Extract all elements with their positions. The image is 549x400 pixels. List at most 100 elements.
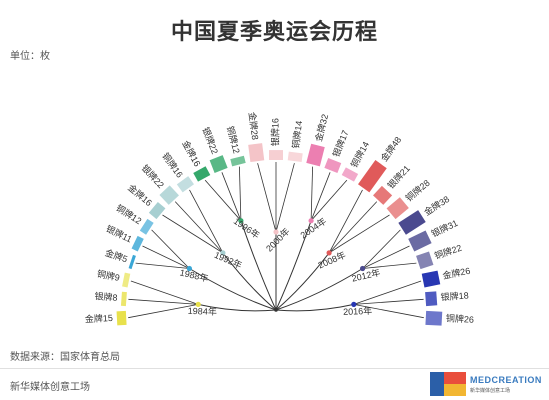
bar-1992-gold — [148, 202, 166, 220]
bar-2016-gold — [421, 270, 441, 288]
label-2012-bronze: 铜牌22 — [433, 242, 463, 261]
label-1992-silver: 银牌22 — [140, 162, 167, 190]
label-1992-gold: 金牌16 — [126, 182, 155, 208]
medal-bars — [116, 143, 443, 326]
label-2004-silver: 银牌17 — [330, 128, 350, 158]
logo-text: MEDCREATION — [470, 375, 542, 385]
leaf-branch-2004-0 — [310, 166, 313, 221]
leaf-branch-2016-1 — [353, 298, 424, 305]
node-1992 — [220, 250, 226, 256]
label-1988-silver: 银牌11 — [104, 223, 133, 245]
leaf-branch-2016-2 — [353, 304, 424, 319]
bar-2004-gold — [306, 143, 325, 167]
leaf-branch-2004-2 — [310, 179, 348, 221]
leaf-branch-2012-0 — [362, 229, 401, 269]
page-title: 中国夏季奥运会历程 — [170, 19, 378, 44]
node-2004 — [308, 218, 314, 224]
node-2016 — [351, 301, 357, 307]
label-2008-gold: 金牌48 — [378, 134, 403, 163]
label-1984-bronze: 铜牌9 — [96, 268, 121, 283]
branch-2004 — [275, 220, 312, 311]
label-1984-silver: 银牌8 — [94, 290, 118, 303]
bar-2004-bronze — [341, 167, 359, 182]
year-label-2012: 2012年 — [350, 267, 381, 284]
leaf-branch-1992-2 — [189, 189, 224, 254]
bar-2008-bronze — [386, 197, 409, 220]
leaf-branch-1992-0 — [162, 214, 224, 254]
bar-2012-bronze — [416, 251, 434, 270]
leaf-branch-1988-0 — [135, 262, 190, 269]
branch-2008 — [275, 252, 330, 311]
bar-1996-gold — [193, 166, 211, 182]
year-label-2016: 2016年 — [343, 305, 372, 317]
leaf-branch-1996-2 — [239, 166, 242, 221]
bar-1984-bronze — [122, 272, 131, 288]
bar-2000-silver — [269, 150, 283, 160]
leaf-branch-2016-0 — [353, 280, 422, 305]
bar-1984-gold — [116, 310, 127, 326]
node-2008 — [326, 250, 332, 256]
bar-1992-silver — [159, 185, 179, 205]
xinhua-logo: MEDCREATION 新华媒体创意工场 — [430, 372, 548, 398]
leaf-branch-1996-0 — [204, 179, 242, 221]
bar-1996-silver — [209, 155, 228, 173]
label-2016-silver: 银牌18 — [440, 289, 469, 302]
year-label-2008: 2008年 — [316, 249, 347, 271]
branch-1984 — [198, 303, 277, 312]
leaf-branch-2004-1 — [310, 172, 331, 221]
label-2008-silver: 银牌21 — [385, 163, 412, 191]
label-2000-gold: 金牌28 — [247, 111, 261, 140]
bar-2016-bronze — [425, 310, 443, 326]
node-1988 — [186, 265, 192, 272]
bar-1992-bronze — [176, 176, 194, 193]
year-label-1988: 1988年 — [179, 267, 210, 284]
leaf-branch-2012-1 — [362, 245, 410, 269]
label-1984-gold: 金牌15 — [85, 312, 114, 324]
label-2000-silver: 银牌16 — [269, 118, 280, 146]
bar-2008-gold — [358, 160, 387, 193]
bar-2004-silver — [324, 158, 342, 173]
label-2016-bronze: 铜牌26 — [446, 312, 475, 324]
label-1996-silver: 银牌22 — [200, 125, 220, 155]
bar-1988-bronze — [139, 218, 154, 235]
node-2012 — [360, 265, 366, 272]
label-1996-gold: 金牌16 — [180, 138, 203, 168]
bar-1984-silver — [120, 291, 127, 307]
label-2012-gold: 金牌38 — [422, 193, 452, 217]
bar-2012-gold — [398, 210, 426, 235]
bar-1996-bronze — [230, 155, 246, 167]
leaf-branch-1984-0 — [128, 304, 199, 319]
logo-mark-icon — [430, 372, 466, 396]
label-1992-bronze: 铜牌16 — [160, 150, 185, 179]
leaf-branch-2012-2 — [362, 262, 417, 269]
data-source: 数据来源：国家体育总局 — [10, 352, 120, 363]
bar-2000-gold — [248, 143, 265, 163]
label-1988-gold: 金牌5 — [104, 247, 129, 265]
leaf-branch-1996-1 — [221, 172, 242, 221]
leaf-branch-2008-1 — [328, 201, 378, 254]
label-2008-bronze: 铜牌28 — [403, 177, 432, 203]
logo-subtext: 新华媒体创意工场 — [470, 388, 511, 394]
bar-2016-silver — [425, 291, 438, 307]
tree-root — [274, 308, 278, 312]
leaf-branch-1988-1 — [142, 245, 190, 269]
branch-2012 — [275, 268, 363, 311]
leaf-branch-2008-2 — [328, 214, 390, 254]
branch-1988 — [189, 268, 277, 311]
node-1984 — [195, 301, 201, 307]
branch-2016 — [275, 303, 354, 312]
footer-divider — [0, 368, 549, 369]
node-1996 — [238, 218, 244, 224]
bar-2012-silver — [408, 230, 432, 252]
tree-branches — [128, 162, 424, 319]
year-label-2000: 2000年 — [263, 225, 291, 253]
leaf-branch-2000-0 — [257, 163, 277, 233]
leaf-branch-1988-2 — [151, 229, 190, 269]
bar-1988-silver — [131, 235, 144, 252]
leaf-branch-1992-1 — [174, 201, 224, 254]
label-1988-bronze: 铜牌12 — [114, 202, 144, 226]
bar-2000-bronze — [287, 151, 303, 163]
branch-1992 — [222, 252, 277, 311]
leaf-branch-2008-0 — [328, 189, 363, 254]
bar-1988-gold — [128, 254, 136, 270]
